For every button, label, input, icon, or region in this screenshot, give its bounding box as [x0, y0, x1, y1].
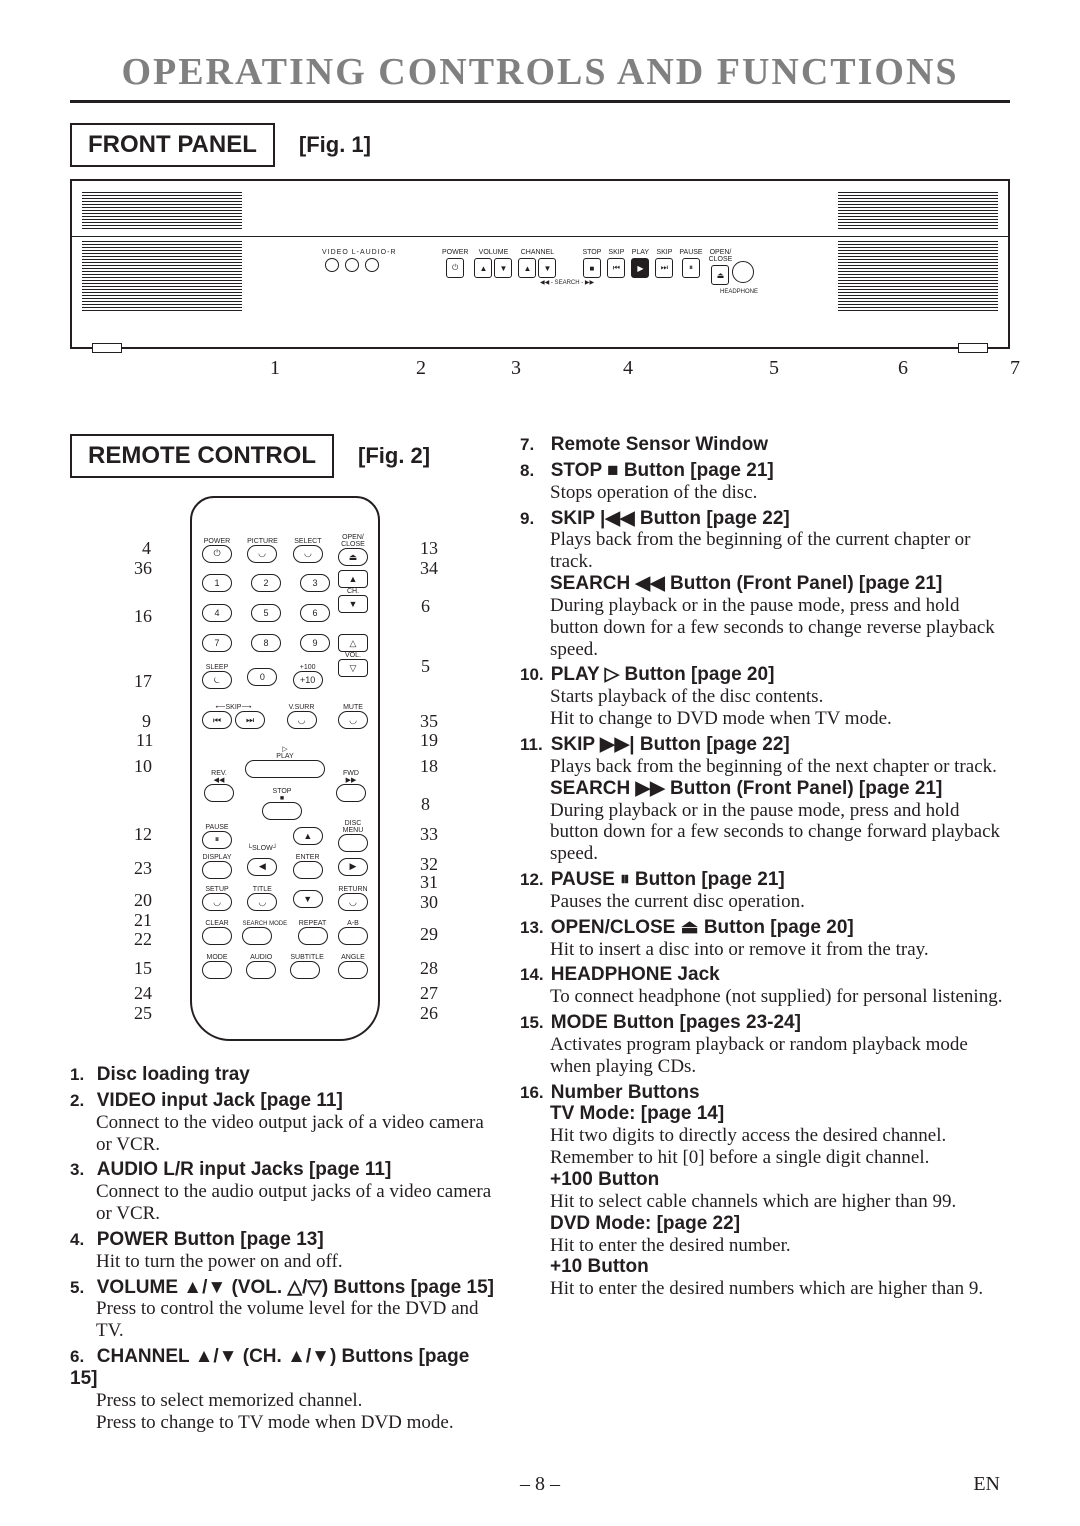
item-desc: Connect to the video output jack of a vi… — [70, 1112, 500, 1156]
item-title: SKIP |◀◀ Button [page 22] — [551, 508, 790, 529]
item-title: MODE Button [pages 23-24] — [551, 1012, 801, 1033]
jack-labels: VIDEO L-AUDIO-R — [322, 249, 397, 256]
item-number: 9. — [520, 509, 546, 529]
front-panel-numbers: 1 2 3 4 5 6 7 8 9 10 11 12 13 14 — [270, 357, 1010, 380]
item-desc: Connect to the audio output jacks of a v… — [70, 1181, 500, 1225]
item-title: AUDIO L/R input Jacks [page 11] — [97, 1159, 392, 1180]
item-desc: Stops operation of the disc. — [520, 482, 1010, 504]
page-number: – 8 – — [520, 1473, 560, 1495]
remote-header: REMOTE CONTROL [Fig. 2] — [70, 434, 500, 478]
item-title: OPEN/CLOSE ⏏ Button [page 20] — [551, 917, 854, 938]
item-title: CHANNEL ▲/▼ (CH. ▲/▼) Buttons [page 15] — [70, 1346, 469, 1389]
item-number: 8. — [520, 461, 546, 481]
search-label: ◀◀ - SEARCH - ▶▶ — [540, 279, 594, 286]
item-title: Remote Sensor Window — [551, 434, 768, 455]
item-number: 5. — [70, 1278, 92, 1298]
front-panel-diagram: VIDEO L-AUDIO-R POWER⏻ VOLUME▲▼ CHANNEL▲… — [70, 179, 1010, 349]
item-title: Disc loading tray — [97, 1064, 250, 1085]
item-title: PLAY ▷ Button [page 20] — [551, 664, 775, 685]
item-number: 12. — [520, 870, 546, 890]
item-number: 10. — [520, 665, 546, 685]
front-panel-header: FRONT PANEL [Fig. 1] — [70, 123, 1010, 167]
item-title: HEADPHONE Jack — [551, 964, 720, 985]
item-title: SKIP ▶▶| Button [page 22] — [551, 734, 790, 755]
item-sub: SEARCH ◀◀ Button (Front Panel) [page 21] — [520, 573, 1010, 595]
item-sub: SEARCH ▶▶ Button (Front Panel) [page 21] — [520, 778, 1010, 800]
item-desc: Hit to insert a disc into or remove it f… — [520, 939, 1010, 961]
item-title: PAUSE ⏸ Button [page 21] — [551, 869, 785, 890]
page-lang: EN — [973, 1473, 1000, 1496]
item-desc: To connect headphone (not supplied) for … — [520, 986, 1010, 1008]
item-number: 11. — [520, 735, 546, 755]
item-desc: During playback or in the pause mode, pr… — [520, 800, 1010, 866]
page-title: OPERATING CONTROLS AND FUNCTIONS — [70, 50, 1010, 103]
item-title: STOP ■ Button [page 21] — [551, 460, 774, 481]
item-desc: Pauses the current disc operation. — [520, 891, 1010, 913]
item-number: 4. — [70, 1230, 92, 1250]
item-number: 13. — [520, 918, 546, 938]
remote-fig: [Fig. 2] — [358, 443, 430, 468]
page-footer: – 8 – EN — [0, 1473, 1080, 1496]
front-panel-fig: [Fig. 1] — [299, 132, 371, 157]
right-list: 7. Remote Sensor Window8. STOP ■ Button … — [520, 434, 1010, 1300]
item-number: 6. — [70, 1347, 92, 1367]
item-number: 15. — [520, 1013, 546, 1033]
remote-diagram: 4 36 16 17 9 11 10 12 23 20 21 22 15 24 … — [120, 496, 450, 1056]
item-desc: Press to control the volume level for th… — [70, 1298, 500, 1342]
item-desc: Plays back from the beginning of the cur… — [520, 529, 1010, 573]
item-desc: Press to select memorized channel.Press … — [70, 1390, 500, 1434]
left-list: 1. Disc loading tray2. VIDEO input Jack … — [70, 1064, 500, 1434]
front-panel-label: FRONT PANEL — [70, 123, 275, 167]
item-title: POWER Button [page 13] — [97, 1229, 324, 1250]
headphone-label: HEADPHONE — [720, 289, 758, 295]
item-title: VOLUME ▲/▼ (VOL. △/▽) Buttons [page 15] — [97, 1277, 494, 1298]
item-desc: During playback or in the pause mode, pr… — [520, 595, 1010, 661]
item-number: 1. — [70, 1065, 92, 1085]
item-number: 7. — [520, 435, 546, 455]
item-number: 2. — [70, 1091, 92, 1111]
item-desc: Starts playback of the disc contents.Hit… — [520, 686, 1010, 730]
item-title: VIDEO input Jack [page 11] — [97, 1090, 343, 1111]
item-number: 14. — [520, 965, 546, 985]
item-desc: Plays back from the beginning of the nex… — [520, 756, 1010, 778]
item-number: 3. — [70, 1160, 92, 1180]
item-desc: Activates program playback or random pla… — [520, 1034, 1010, 1078]
remote-label: REMOTE CONTROL — [70, 434, 334, 478]
item-desc: Hit to turn the power on and off. — [70, 1251, 500, 1273]
